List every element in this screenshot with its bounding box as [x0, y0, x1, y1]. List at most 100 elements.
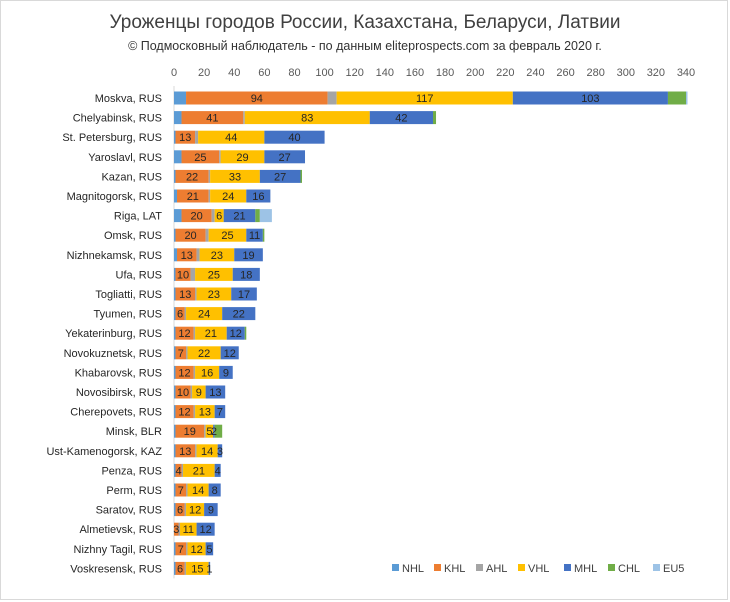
data-label: 10: [177, 387, 189, 399]
legend-item-chl: CHL: [608, 563, 640, 575]
data-label: 7: [178, 544, 184, 556]
bar-segment-ahl: [193, 365, 196, 379]
data-label: 29: [236, 152, 248, 164]
bar-segment-nhl: [174, 424, 176, 438]
data-label: 7: [217, 407, 223, 419]
bar-segment-vhl: [196, 444, 218, 458]
bar-segment-mhl: [208, 483, 221, 497]
data-label: 11: [249, 230, 260, 242]
category-label: St. Petersburg, RUS: [62, 132, 162, 144]
data-label: 12: [190, 544, 202, 556]
category-label: Ufa, RUS: [116, 269, 162, 281]
data-label: 22: [186, 171, 198, 183]
x-tick-label: 20: [198, 67, 210, 79]
bar-segment-chl: [433, 111, 437, 125]
bar-segment-ahl: [243, 111, 245, 125]
bar-segment-mhl: [234, 248, 263, 262]
data-label: 16: [252, 191, 264, 203]
bar-segment-nhl: [174, 483, 176, 497]
data-label: 23: [211, 250, 223, 262]
data-label: 13: [179, 289, 191, 301]
data-label: 20: [184, 230, 196, 242]
bar-segment-nhl: [174, 91, 187, 105]
chart-title: Уроженцы городов России, Казахстана, Бел…: [109, 12, 621, 33]
bar-segment-chl: [300, 169, 302, 183]
bar-segment-chl: [255, 209, 260, 223]
bar-segment-nhl: [174, 209, 182, 223]
data-label: 12: [178, 407, 190, 419]
x-tick-label: 140: [376, 67, 394, 79]
bar-segment-chl: [262, 228, 265, 242]
bar-segment-nhl: [174, 189, 178, 203]
bar-segment-mhl: [217, 444, 223, 458]
bar-segment-mhl: [205, 542, 214, 556]
category-label: Tyumen, RUS: [94, 309, 162, 321]
data-label: 21: [233, 211, 245, 223]
data-label: 19: [184, 426, 196, 438]
data-label: 18: [240, 269, 252, 281]
bar-segment-nhl: [174, 307, 176, 321]
bar-segment-mhl: [223, 209, 256, 223]
data-label: 14: [192, 485, 204, 497]
bar-segment-mhl: [214, 463, 221, 477]
category-label: Ust-Kamenogorsk, KAZ: [46, 446, 162, 458]
bar-segment-vhl: [187, 542, 206, 556]
legend-item-nhl: NHL: [392, 563, 424, 575]
data-label: 21: [193, 465, 205, 477]
data-label: 41: [206, 113, 218, 125]
bar-segment-chl: [244, 326, 247, 340]
legend-label: MHL: [574, 563, 597, 575]
data-label: 12: [189, 505, 201, 517]
data-label: 21: [187, 191, 199, 203]
x-tick-label: 280: [586, 67, 604, 79]
bar-segment-ahl: [195, 287, 197, 301]
bar-segment-mhl: [246, 228, 263, 242]
bar-segment-nhl: [174, 326, 176, 340]
bar-segment-mhl: [259, 169, 301, 183]
legend-swatch: [608, 564, 615, 571]
bar-segment-vhl: [198, 130, 265, 144]
data-label: 40: [288, 132, 300, 144]
bar-segment-ahl: [178, 522, 181, 536]
bar-segment-khl: [181, 209, 212, 223]
category-label: Perm, RUS: [106, 485, 162, 497]
bar-segment-mhl: [369, 111, 434, 125]
bar-segment-vhl: [180, 522, 197, 536]
x-axis: 0 20 40 60 80 100 120 140 160 180 200 220 240 260 280 3…: [171, 67, 695, 579]
data-label: 27: [279, 152, 291, 164]
bar-segment-vhl: [244, 111, 370, 125]
bar-segment-vhl: [199, 248, 235, 262]
bar-segment-vhl: [195, 405, 215, 419]
legend-label: CHL: [618, 563, 640, 575]
data-label: 44: [225, 132, 237, 144]
bar-segment-ahl: [327, 91, 337, 105]
data-label: 22: [233, 309, 245, 321]
data-label: 22: [198, 348, 210, 360]
x-tick-label: 120: [346, 67, 364, 79]
bar-segment-khl: [175, 326, 194, 340]
bar-segment-mhl: [214, 405, 226, 419]
bar-segment-khl: [175, 483, 187, 497]
bar-segment-vhl: [210, 189, 247, 203]
legend-item-vhl: VHL: [518, 563, 549, 575]
category-label: Yekaterinburg, RUS: [65, 328, 162, 340]
category-label: Novosibirsk, RUS: [76, 387, 162, 399]
category-label: Omsk, RUS: [104, 230, 162, 242]
bars: [174, 91, 688, 575]
bar-segment-khl: [175, 385, 191, 399]
data-label: 13: [181, 250, 193, 262]
bar-segment-khl: [175, 228, 206, 242]
bar-segment-ahl: [211, 209, 215, 223]
bar-segment-vhl: [186, 561, 209, 575]
bar-segment-nhl: [174, 385, 176, 399]
data-label: 25: [194, 152, 206, 164]
bar-segment-khl: [175, 405, 194, 419]
legend-label: VHL: [528, 563, 549, 575]
data-label: 16: [201, 367, 213, 379]
x-tick-label: 220: [496, 67, 514, 79]
bar-segment-khl: [175, 365, 194, 379]
bar-segment-mhl: [204, 503, 218, 517]
chart-subtitle: © Подмосковный наблюдатель - по данным e…: [128, 39, 602, 53]
